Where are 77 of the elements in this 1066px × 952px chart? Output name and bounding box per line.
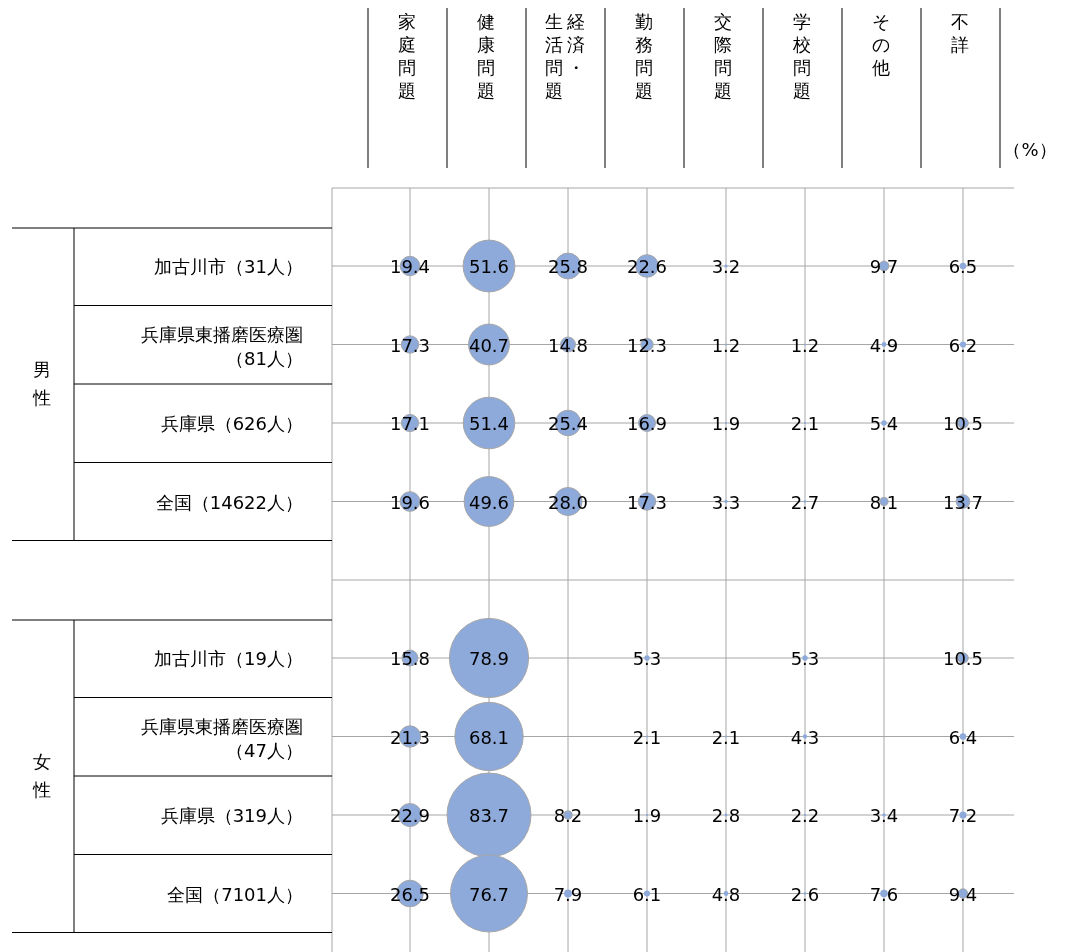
data-label: 12.3 bbox=[626, 334, 668, 356]
data-label: 3.3 bbox=[711, 491, 741, 513]
x-tick-label: 学校問題 bbox=[792, 11, 811, 102]
data-label: 4.3 bbox=[790, 726, 820, 748]
data-label: 1.2 bbox=[711, 334, 741, 356]
y-axis-title: 女性 bbox=[32, 751, 51, 801]
data-label: 22.6 bbox=[626, 256, 668, 277]
x-tick-label: その他 bbox=[872, 11, 890, 79]
y-tick-label: 兵庫県（626人） bbox=[160, 413, 303, 434]
data-label: 7.9 bbox=[553, 883, 583, 905]
data-label: 2.7 bbox=[790, 491, 820, 513]
data-label: 19.4 bbox=[389, 256, 431, 277]
data-label: 16.9 bbox=[626, 413, 668, 434]
data-label: 17.3 bbox=[626, 491, 668, 513]
data-label: 7.6 bbox=[869, 883, 899, 905]
data-label: 2.6 bbox=[790, 883, 820, 905]
category-label: 経済・生活問題 bbox=[544, 11, 586, 102]
y-tick-label: 全国（14622人） bbox=[155, 491, 303, 513]
data-label: 22.9 bbox=[389, 805, 431, 826]
data-label: 2.1 bbox=[790, 413, 820, 434]
data-label: 15.8 bbox=[389, 648, 431, 669]
data-label: 5.3 bbox=[790, 648, 820, 669]
data-label: 51.4 bbox=[468, 413, 510, 434]
data-label: 2.2 bbox=[790, 805, 820, 826]
data-label: 13.7 bbox=[942, 491, 984, 513]
data-label: 8.1 bbox=[869, 491, 899, 513]
data-label: 3.4 bbox=[869, 805, 899, 826]
data-label: 6.4 bbox=[948, 726, 978, 748]
data-label: 1.9 bbox=[711, 413, 741, 434]
data-label: 68.1 bbox=[468, 726, 510, 748]
data-label: 6.2 bbox=[948, 334, 978, 356]
x-tick-label: 交際問題 bbox=[714, 11, 732, 102]
data-label: 4.8 bbox=[711, 883, 741, 905]
data-label: 2.8 bbox=[711, 805, 741, 826]
data-label: 4.9 bbox=[869, 334, 899, 356]
data-label: 7.2 bbox=[948, 805, 978, 826]
data-label: 26.5 bbox=[389, 883, 431, 905]
data-label: 49.6 bbox=[468, 491, 510, 513]
data-label: 5.4 bbox=[869, 413, 899, 434]
y-axis-title: 男性 bbox=[32, 359, 51, 409]
data-label: 3.2 bbox=[711, 256, 741, 277]
data-label: 83.7 bbox=[468, 805, 510, 826]
data-label: 78.9 bbox=[468, 648, 510, 669]
data-label: 1.9 bbox=[632, 805, 662, 826]
data-label: 28.0 bbox=[547, 491, 589, 513]
data-label: 2.1 bbox=[632, 726, 662, 748]
data-label: 5.3 bbox=[632, 648, 662, 669]
x-tick-label: 不詳 bbox=[951, 11, 969, 56]
data-label: 6.1 bbox=[632, 883, 662, 905]
data-label: 19.6 bbox=[389, 491, 431, 513]
x-tick-label: 家庭問題 bbox=[398, 11, 416, 102]
y-tick-label: 加古川市（31人） bbox=[154, 256, 303, 277]
y-tick-label: 全国（7101人） bbox=[167, 883, 303, 905]
data-label: 17.3 bbox=[389, 334, 431, 356]
data-label: 6.5 bbox=[948, 256, 978, 277]
y-tick-label: 兵庫県東播磨医療圏（47人） bbox=[141, 715, 303, 761]
x-tick-label: 健康問題 bbox=[477, 11, 495, 102]
x-tick-label: 勤務問題 bbox=[635, 11, 653, 102]
data-label: 10.5 bbox=[942, 413, 984, 434]
y-tick-label: 兵庫県（319人） bbox=[160, 805, 303, 826]
data-label: 21.3 bbox=[389, 726, 431, 748]
data-label: 17.1 bbox=[389, 413, 431, 434]
data-label: 51.6 bbox=[468, 256, 510, 277]
data-label: 9.7 bbox=[869, 256, 899, 277]
data-label: 25.8 bbox=[547, 256, 589, 277]
y-tick-label: 加古川市（19人） bbox=[154, 648, 303, 669]
text: （%） bbox=[1003, 139, 1057, 160]
data-label: 76.7 bbox=[468, 883, 510, 905]
data-label: 40.7 bbox=[468, 334, 510, 356]
data-label: 25.4 bbox=[547, 413, 589, 434]
data-label: 1.2 bbox=[790, 334, 820, 356]
data-label: 8.2 bbox=[553, 805, 583, 826]
data-label: 14.8 bbox=[547, 334, 589, 356]
data-label: 9.4 bbox=[948, 883, 978, 905]
data-label: 10.5 bbox=[942, 648, 984, 669]
data-label: 2.1 bbox=[711, 726, 741, 748]
y-tick-label: 兵庫県東播磨医療圏（81人） bbox=[141, 323, 303, 369]
